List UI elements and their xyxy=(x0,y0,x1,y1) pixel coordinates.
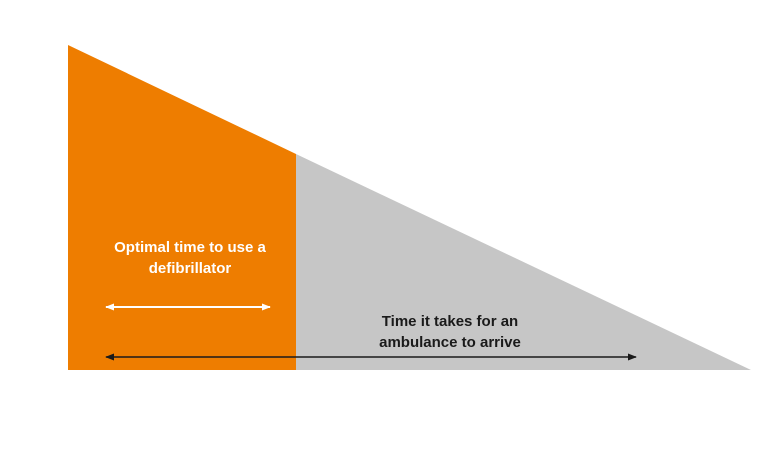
remaining-time-region xyxy=(296,154,751,370)
optimal-time-region xyxy=(68,45,296,370)
ambulance-time-label-line1: Time it takes for an xyxy=(381,313,519,330)
optimal-time-label-line2: defibrillator xyxy=(148,260,232,277)
optimal-time-label: Optimal time to use a defibrillator xyxy=(100,237,280,279)
optimal-time-label-line1: Optimal time to use a xyxy=(114,239,266,256)
ambulance-time-label: Time it takes for an ambulance to arrive xyxy=(360,311,540,353)
ambulance-time-label-line2: ambulance to arrive xyxy=(379,334,521,351)
